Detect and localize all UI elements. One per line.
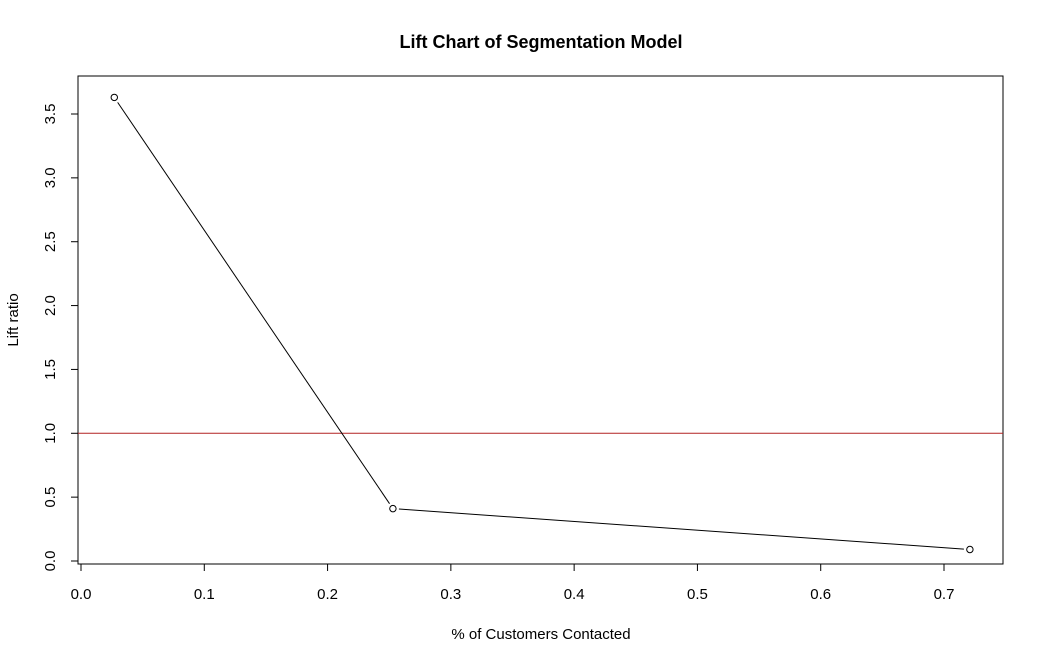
chart-title: Lift Chart of Segmentation Model bbox=[400, 32, 683, 52]
y-tick-label: 0.0 bbox=[42, 551, 59, 572]
y-tick-label: 0.5 bbox=[42, 487, 59, 508]
plot-frame bbox=[77, 75, 1004, 565]
data-point bbox=[110, 93, 118, 102]
y-axis-title: Lift ratio bbox=[5, 293, 22, 346]
x-tick-label: 0.3 bbox=[440, 586, 461, 603]
series-segment bbox=[117, 102, 390, 504]
series-layer bbox=[110, 93, 974, 554]
x-tick-label: 0.5 bbox=[687, 586, 708, 603]
x-tick-label: 0.7 bbox=[934, 586, 955, 603]
x-tick-label: 0.1 bbox=[194, 586, 215, 603]
x-tick-label: 0.6 bbox=[810, 586, 831, 603]
y-tick-label: 1.5 bbox=[42, 359, 59, 380]
x-axis-title: % of Customers Contacted bbox=[451, 626, 630, 643]
y-axis: 0.0 0.5 1.0 1.5 2.0 2.5 3.0 3.5 bbox=[42, 104, 79, 572]
y-tick-label: 1.0 bbox=[42, 423, 59, 444]
y-tick-label: 2.5 bbox=[42, 231, 59, 252]
y-tick-label: 3.5 bbox=[42, 104, 59, 125]
x-axis: 0.0 0.1 0.2 0.3 0.4 0.5 0.6 0.7 bbox=[71, 563, 955, 603]
data-point bbox=[966, 545, 974, 554]
x-tick-label: 0.0 bbox=[71, 586, 92, 603]
y-tick-label: 2.0 bbox=[42, 295, 59, 316]
x-tick-label: 0.2 bbox=[317, 586, 338, 603]
y-tick-label: 3.0 bbox=[42, 167, 59, 188]
data-point bbox=[389, 504, 397, 513]
x-tick-label: 0.4 bbox=[564, 586, 585, 603]
series-segment bbox=[398, 508, 964, 550]
